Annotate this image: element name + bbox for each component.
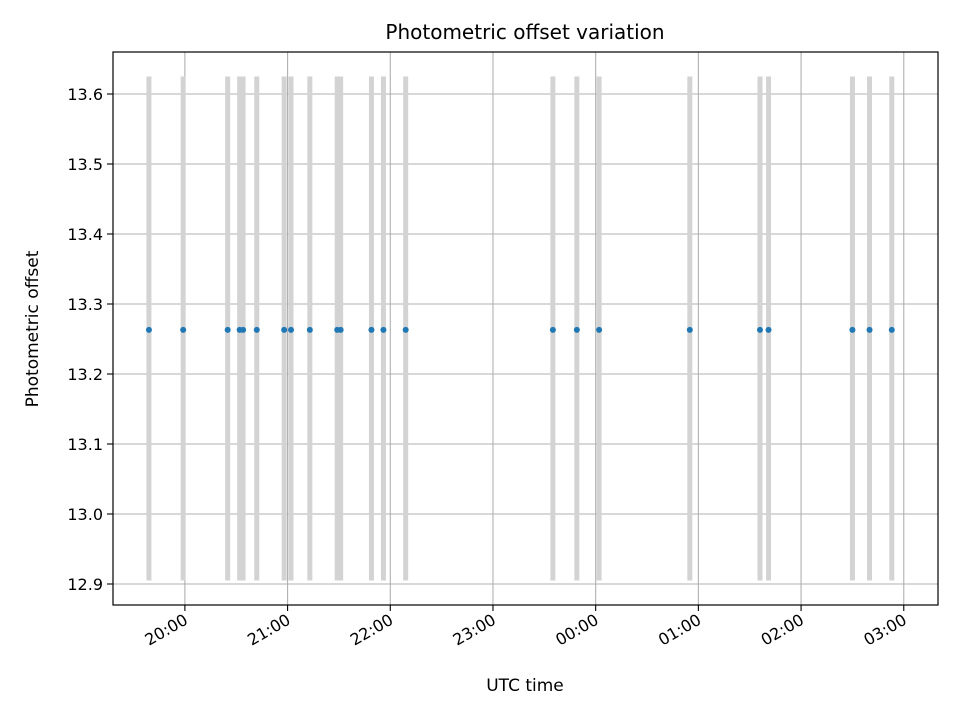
- data-points: [145, 326, 895, 333]
- y-tick-label: 13.3: [67, 295, 103, 314]
- data-point: [849, 326, 856, 333]
- y-tick-label: 13.1: [67, 435, 103, 454]
- x-axis-title: UTC time: [486, 676, 564, 696]
- data-point: [337, 326, 344, 333]
- data-point: [866, 326, 873, 333]
- chart-title: Photometric offset variation: [385, 20, 664, 44]
- data-point: [402, 326, 409, 333]
- y-tick-label: 12.9: [67, 575, 103, 594]
- data-point: [288, 326, 295, 333]
- y-tick-label: 13.2: [67, 365, 103, 384]
- data-point: [888, 326, 895, 333]
- data-point: [686, 326, 693, 333]
- data-point: [240, 326, 247, 333]
- data-point: [224, 326, 231, 333]
- y-tick-label: 13.4: [67, 225, 103, 244]
- data-point: [596, 326, 603, 333]
- y-tick-label: 13.6: [67, 85, 103, 104]
- data-point: [549, 326, 556, 333]
- plot-area-frame: [112, 51, 939, 606]
- data-point: [253, 326, 260, 333]
- data-point: [368, 326, 375, 333]
- data-point: [765, 326, 772, 333]
- data-point: [573, 326, 580, 333]
- data-point: [756, 326, 763, 333]
- grid: [113, 52, 938, 605]
- data-point: [306, 326, 313, 333]
- y-axis-title: Photometric offset: [23, 250, 43, 407]
- y-tick-label: 13.0: [67, 505, 103, 524]
- y-axis-ticks: 12.9 13.0 13.1 13.2 13.3 13.4 13.5 13.6: [67, 85, 113, 594]
- data-point: [145, 326, 152, 333]
- y-tick-label: 13.5: [67, 155, 103, 174]
- data-point: [281, 326, 288, 333]
- data-point: [180, 326, 187, 333]
- data-point: [380, 326, 387, 333]
